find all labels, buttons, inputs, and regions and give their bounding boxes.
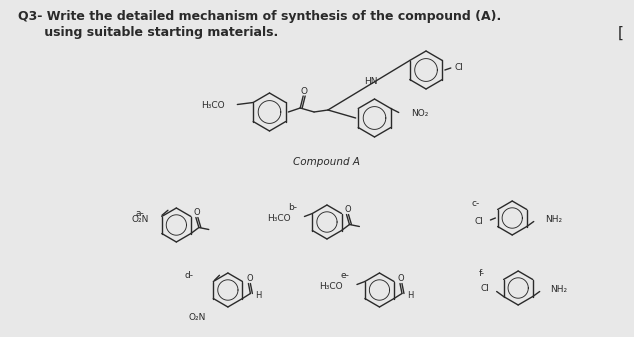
Text: O: O [246, 274, 253, 283]
Text: O₂N: O₂N [189, 312, 206, 321]
Text: Q3- Write the detailed mechanism of synthesis of the compound (A).: Q3- Write the detailed mechanism of synt… [18, 10, 501, 23]
Text: b-: b- [288, 204, 297, 213]
Text: e-: e- [340, 272, 349, 280]
Text: HN: HN [364, 77, 378, 86]
Text: O: O [398, 274, 404, 283]
Text: NH₂: NH₂ [550, 285, 567, 294]
Text: H₃CO: H₃CO [320, 282, 343, 291]
Text: NH₂: NH₂ [545, 215, 562, 224]
Text: f-: f- [479, 269, 484, 277]
Text: Cl: Cl [475, 216, 484, 225]
Text: O: O [193, 208, 200, 217]
Text: using suitable starting materials.: using suitable starting materials. [18, 26, 278, 39]
Text: H₃CO: H₃CO [267, 214, 290, 223]
Text: O: O [344, 205, 351, 214]
Text: [: [ [618, 26, 624, 41]
Text: Cl: Cl [455, 63, 463, 72]
Text: NO₂: NO₂ [411, 109, 429, 118]
Text: Compound A: Compound A [294, 157, 361, 167]
Text: H: H [255, 291, 261, 300]
Text: O: O [301, 87, 307, 95]
Text: Cl: Cl [481, 284, 489, 293]
Text: O₂N: O₂N [132, 215, 149, 224]
Text: c-: c- [472, 198, 480, 208]
Text: d-: d- [184, 272, 194, 280]
Text: H: H [407, 291, 413, 300]
Text: H₃CO: H₃CO [201, 101, 224, 110]
Text: a-: a- [135, 209, 144, 217]
